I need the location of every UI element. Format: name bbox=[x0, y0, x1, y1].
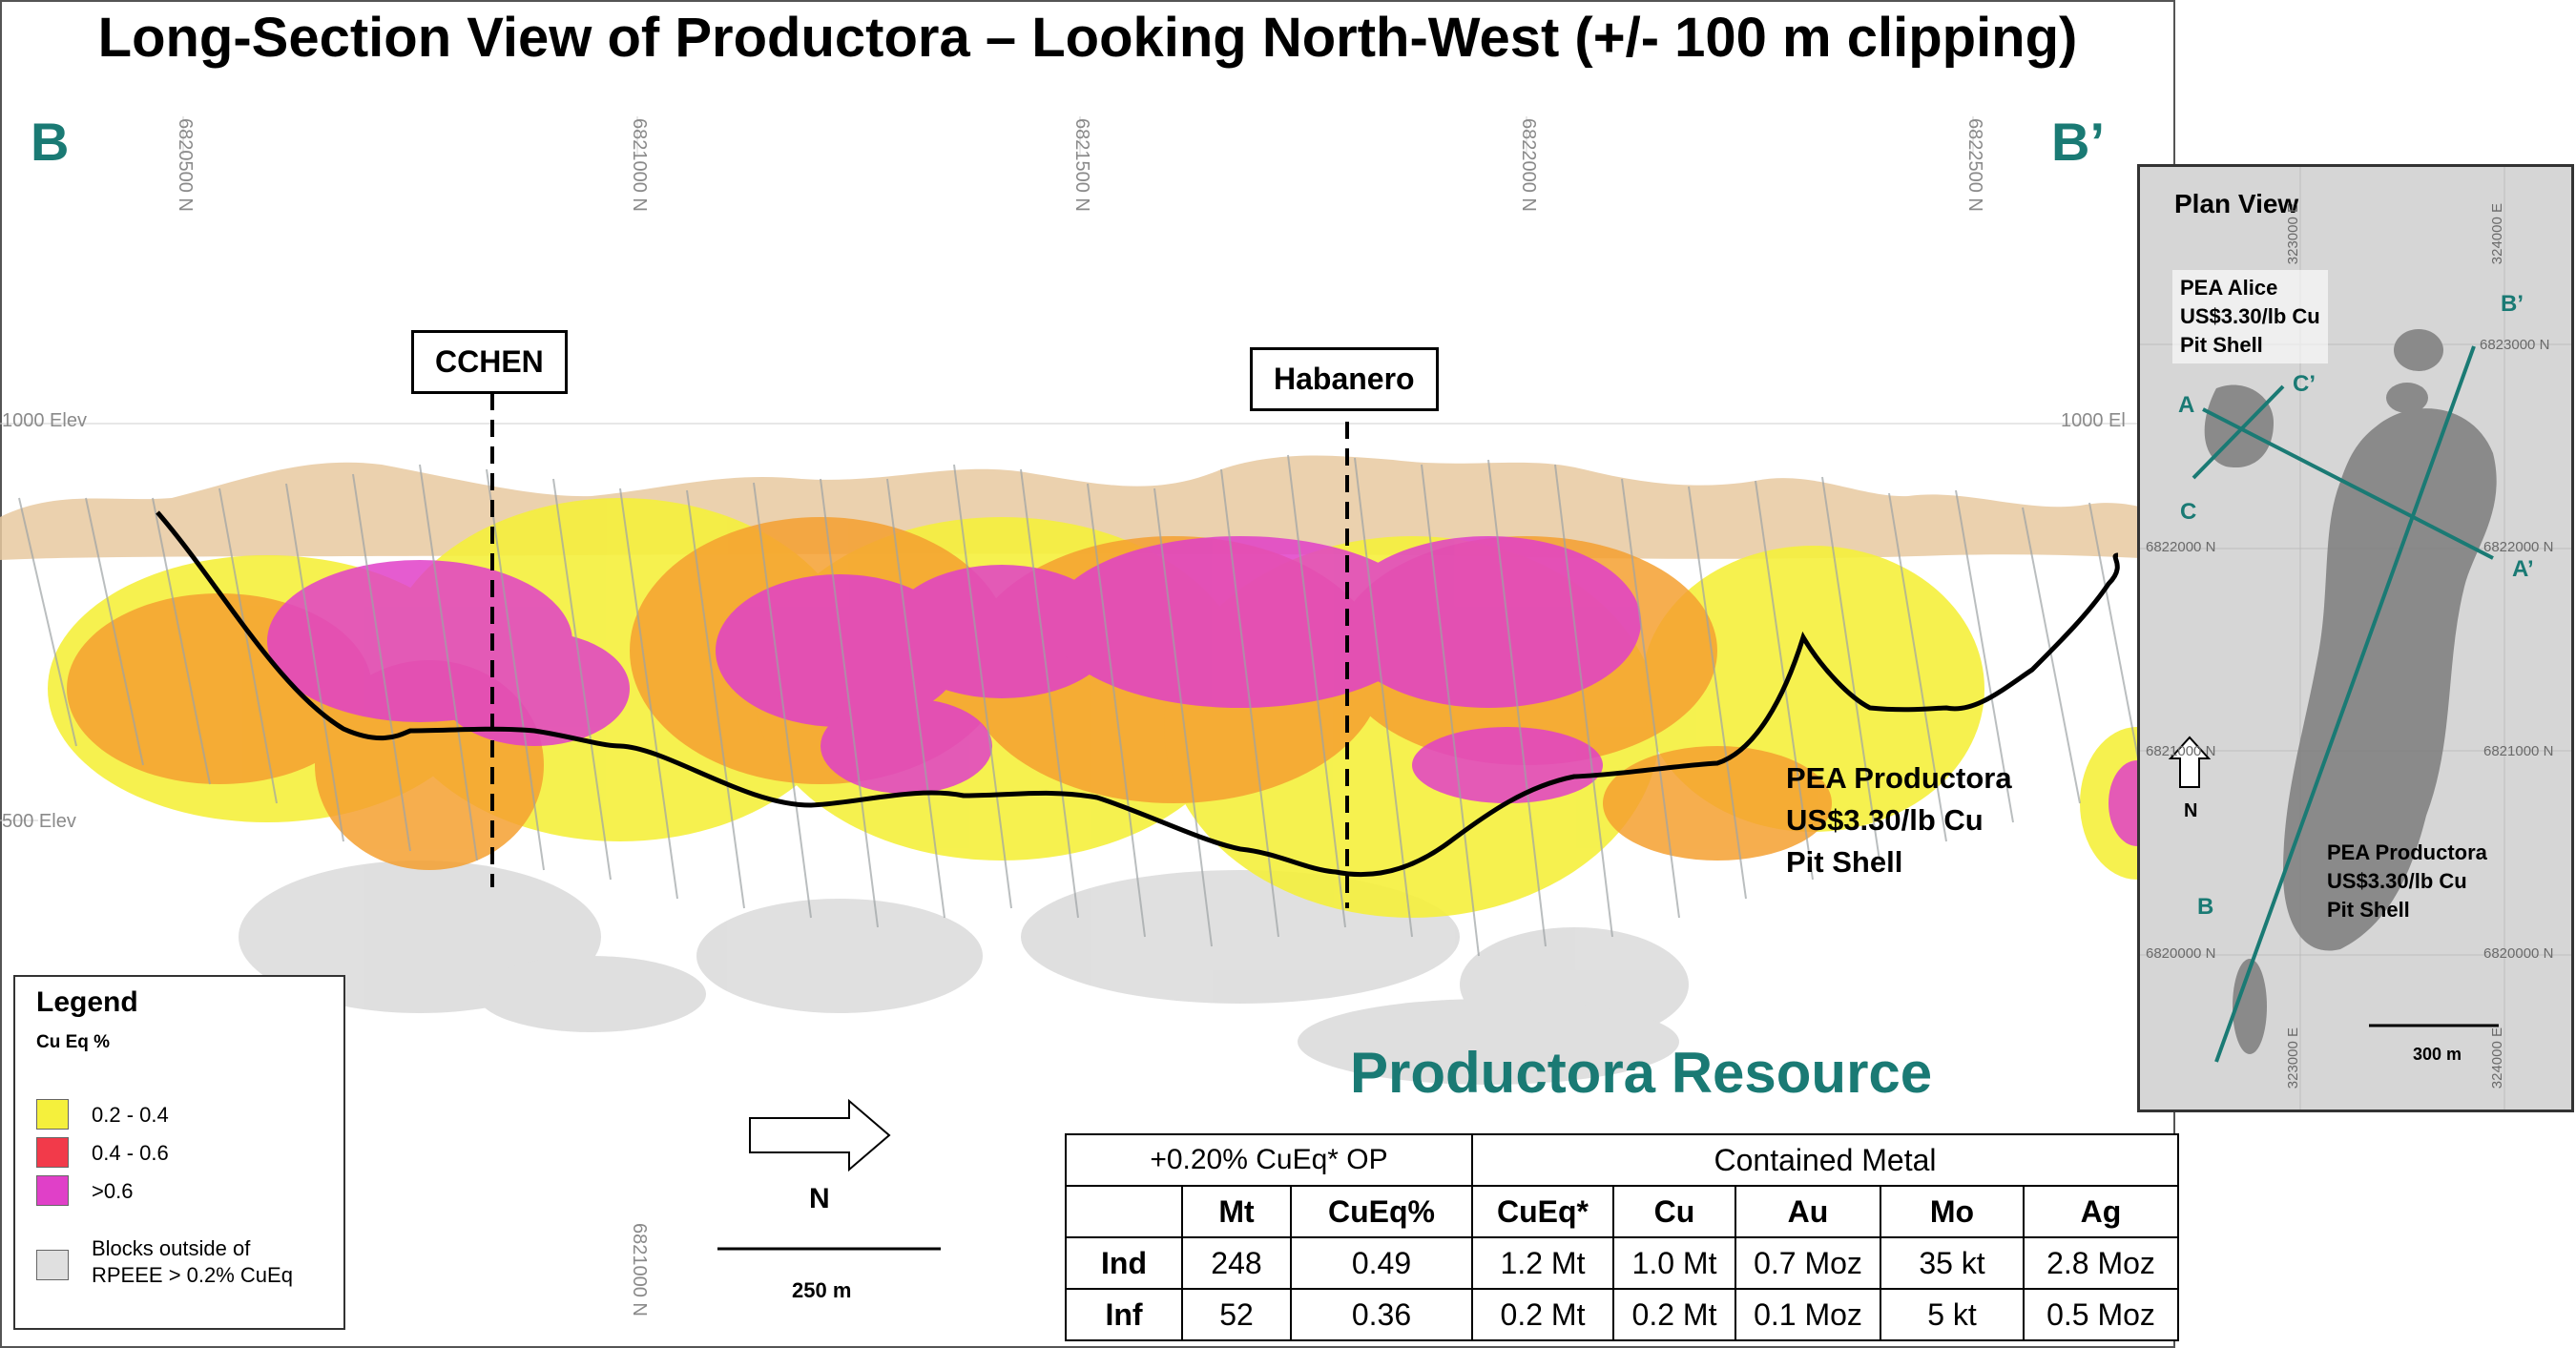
plan-small-pit bbox=[2394, 329, 2443, 371]
cutoff-header: +0.20% CuEq* OP bbox=[1065, 1133, 1473, 1187]
legend-title: Legend bbox=[36, 986, 138, 1018]
plan-northing: 6821000 N bbox=[2146, 743, 2216, 759]
northing-label: 6821500 N bbox=[1071, 118, 1092, 212]
plan-alice-label: PEA Alice US$3.30/lb Cu Pit Shell bbox=[2172, 270, 2328, 363]
table-cell: 35 kt bbox=[1880, 1236, 2025, 1290]
elevation-label: 500 Elev bbox=[2, 811, 76, 832]
column-header: Au bbox=[1735, 1185, 1881, 1238]
table-cell: 0.1 Moz bbox=[1735, 1288, 1881, 1341]
plan-letter-a-prime: A’ bbox=[2512, 556, 2534, 582]
habanero-callout: Habanero bbox=[1250, 347, 1439, 411]
legend-swatch-magenta bbox=[36, 1175, 69, 1206]
contained-metal-header: Contained Metal bbox=[1471, 1133, 2179, 1187]
plan-northing: 6823000 N bbox=[2480, 337, 2550, 353]
plan-easting: 323000 E bbox=[2285, 203, 2301, 265]
plan-letter-c: C bbox=[2180, 499, 2197, 525]
elevation-label: 1000 El bbox=[2061, 410, 2126, 431]
grid-lines bbox=[0, 116, 2173, 821]
plan-northing: 6820000 N bbox=[2483, 945, 2554, 962]
legend-swatch-yellow bbox=[36, 1099, 69, 1130]
plan-north-arrow-icon bbox=[2168, 736, 2212, 788]
resource-title: Productora Resource bbox=[1350, 1041, 1933, 1105]
table-row: Ind 248 0.49 1.2 Mt 1.0 Mt 0.7 Moz 35 kt… bbox=[1065, 1236, 2179, 1290]
legend: Legend Cu Eq % 0.2 - 0.4 0.4 - 0.6 >0.6 … bbox=[13, 975, 345, 1330]
plan-productora-pit bbox=[2283, 408, 2497, 951]
table-cell: 0.49 bbox=[1290, 1236, 1473, 1290]
table-cell: 248 bbox=[1181, 1236, 1292, 1290]
plan-letter-b-prime: B’ bbox=[2501, 291, 2524, 317]
pit-shell-label: PEA Productora US$3.30/lb Cu Pit Shell bbox=[1786, 761, 2012, 879]
northing-label-bottom: 6821000 N bbox=[629, 1223, 650, 1317]
plan-north-label: N bbox=[2184, 800, 2198, 821]
plan-scale-label: 300 m bbox=[2413, 1045, 2462, 1064]
long-section-map bbox=[0, 116, 2173, 1251]
plan-northing: 6822000 N bbox=[2146, 539, 2216, 555]
plan-small-pit bbox=[2386, 383, 2428, 413]
northing-label: 6822000 N bbox=[1518, 118, 1539, 212]
table-cell: 0.5 Moz bbox=[2023, 1288, 2179, 1341]
column-header: Mt bbox=[1181, 1185, 1292, 1238]
plan-productora-label: PEA Productora US$3.30/lb Cu Pit Shell bbox=[2327, 840, 2487, 922]
north-arrow-icon bbox=[749, 1098, 891, 1172]
plan-northing: 6822000 N bbox=[2483, 539, 2554, 555]
row-category: Inf bbox=[1065, 1288, 1183, 1341]
table-cell: 1.0 Mt bbox=[1612, 1236, 1736, 1290]
plan-letter-b: B bbox=[2197, 894, 2214, 920]
legend-item-label: RPEEE > 0.2% CuEq bbox=[92, 1263, 293, 1287]
row-category: Ind bbox=[1065, 1236, 1183, 1290]
plan-northing: 6821000 N bbox=[2483, 743, 2554, 759]
plan-small-pit bbox=[2233, 959, 2267, 1054]
plan-easting: 324000 E bbox=[2489, 203, 2505, 265]
section-start-label: B bbox=[31, 112, 70, 172]
scale-bar-label: 250 m bbox=[792, 1278, 852, 1302]
table-cell: 1.2 Mt bbox=[1471, 1236, 1614, 1290]
table-cell: 0.2 Mt bbox=[1471, 1288, 1614, 1341]
table-row: Inf 52 0.36 0.2 Mt 0.2 Mt 0.1 Moz 5 kt 0… bbox=[1065, 1288, 2179, 1341]
legend-item-label: 0.2 - 0.4 bbox=[92, 1103, 169, 1127]
table-cell: 0.2 Mt bbox=[1612, 1288, 1736, 1341]
elevation-label: 1000 Elev bbox=[2, 410, 87, 431]
plan-northing: 6820000 N bbox=[2146, 945, 2216, 962]
plan-letter-a: A bbox=[2178, 392, 2195, 418]
column-header: CuEq* bbox=[1471, 1185, 1614, 1238]
page-title: Long-Section View of Productora – Lookin… bbox=[97, 7, 2078, 69]
cchen-callout: CCHEN bbox=[411, 330, 568, 394]
table-cell: 52 bbox=[1181, 1288, 1292, 1341]
table-cell: 5 kt bbox=[1880, 1288, 2025, 1341]
legend-swatch-red bbox=[36, 1137, 69, 1168]
table-corner-cell bbox=[1065, 1185, 1183, 1238]
section-line-b bbox=[2214, 345, 2476, 1063]
north-arrow-label: N bbox=[809, 1183, 830, 1214]
column-header: CuEq% bbox=[1290, 1185, 1473, 1238]
column-header: Mo bbox=[1880, 1185, 2025, 1238]
legend-item-label: 0.4 - 0.6 bbox=[92, 1141, 169, 1165]
plan-view-inset: Plan View PEA Alice US$3.30/lb Cu Pit Sh… bbox=[2137, 164, 2574, 1112]
table-cell: 0.7 Moz bbox=[1735, 1236, 1881, 1290]
northing-label: 6822500 N bbox=[1964, 118, 1985, 212]
drill-traces bbox=[18, 454, 2148, 957]
column-header: Ag bbox=[2023, 1185, 2179, 1238]
pit-shell-outline bbox=[156, 510, 2120, 878]
plan-letter-c-prime: C’ bbox=[2293, 371, 2316, 397]
legend-item-label: Blocks outside of bbox=[92, 1236, 251, 1260]
table-column-row: Mt CuEq% CuEq* Cu Au Mo Ag bbox=[1065, 1185, 2179, 1238]
column-header: Cu bbox=[1612, 1185, 1736, 1238]
resource-table: +0.20% CuEq* OP Contained Metal Mt CuEq%… bbox=[1065, 1133, 2179, 1341]
table-cell: 0.36 bbox=[1290, 1288, 1473, 1341]
plan-easting: 324000 E bbox=[2489, 1027, 2505, 1089]
legend-subtitle: Cu Eq % bbox=[36, 1032, 111, 1052]
plan-easting: 323000 E bbox=[2285, 1027, 2301, 1089]
northing-label: 6821000 N bbox=[629, 118, 650, 212]
section-end-label: B’ bbox=[2051, 112, 2105, 172]
table-cell: 2.8 Moz bbox=[2023, 1236, 2179, 1290]
northing-label: 6820500 N bbox=[175, 118, 196, 212]
legend-item-label: >0.6 bbox=[92, 1179, 134, 1203]
table-header-row: +0.20% CuEq* OP Contained Metal bbox=[1065, 1133, 2179, 1187]
section-line-c bbox=[2192, 384, 2285, 480]
plan-view-title: Plan View bbox=[2174, 189, 2299, 218]
section-line-a bbox=[2202, 407, 2494, 560]
legend-swatch-grey bbox=[36, 1250, 69, 1280]
